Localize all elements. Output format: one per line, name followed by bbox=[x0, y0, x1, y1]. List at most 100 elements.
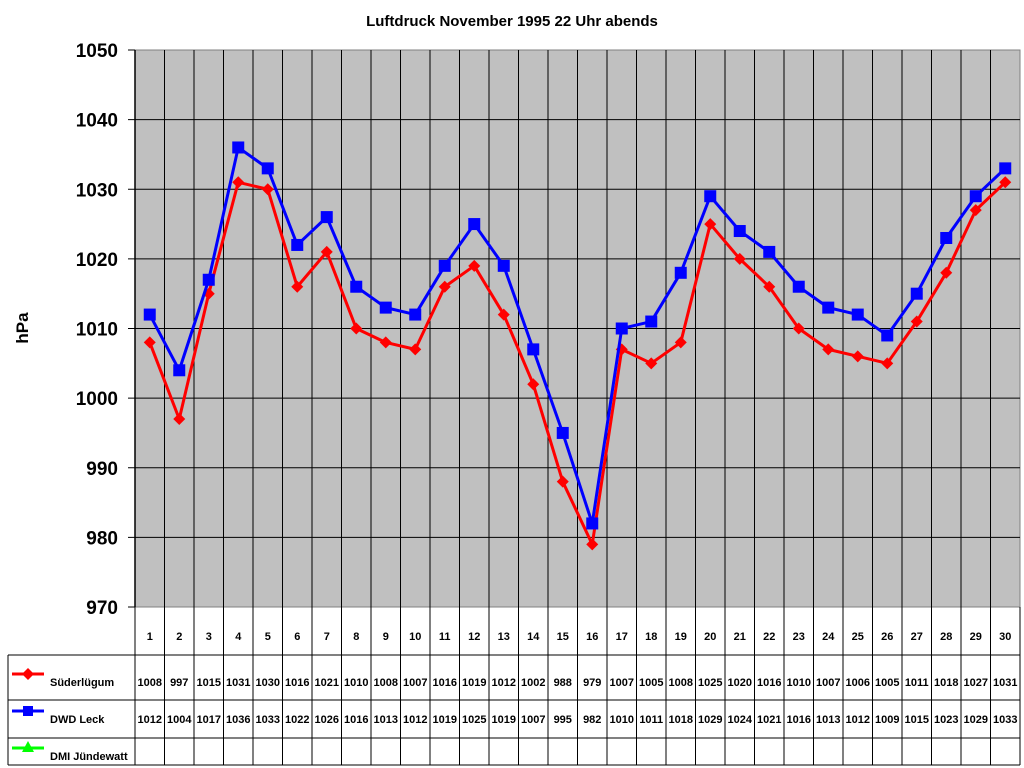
diamond-marker bbox=[733, 252, 746, 265]
table-cell-value: 1033 bbox=[993, 714, 1017, 726]
square-marker bbox=[527, 343, 540, 356]
x-category-label: 10 bbox=[409, 631, 421, 643]
diamond-marker bbox=[763, 280, 776, 293]
table-cell-value: 1007 bbox=[521, 714, 545, 726]
diamond-marker bbox=[851, 350, 864, 363]
square-marker bbox=[940, 231, 953, 244]
square-marker bbox=[586, 517, 599, 530]
square-marker bbox=[674, 266, 687, 279]
diamond-marker bbox=[409, 343, 422, 356]
chart-title: Luftdruck November 1995 22 Uhr abends bbox=[366, 13, 658, 30]
diamond-marker bbox=[910, 315, 923, 328]
table-cell-value: 1030 bbox=[256, 677, 280, 689]
x-category-label: 6 bbox=[294, 631, 300, 643]
table-cell-value: 1007 bbox=[403, 677, 427, 689]
diamond-marker bbox=[792, 322, 805, 335]
square-marker bbox=[261, 162, 274, 175]
square-marker bbox=[556, 426, 569, 439]
x-category-label: 28 bbox=[940, 631, 952, 643]
diamond-marker bbox=[940, 266, 953, 279]
table-cell-value: 1019 bbox=[492, 714, 516, 726]
diamond-marker bbox=[232, 176, 245, 189]
square-marker bbox=[645, 315, 658, 328]
table-cell-value: 1012 bbox=[492, 677, 516, 689]
table-cell-value: 1004 bbox=[167, 714, 192, 726]
x-category-label: 26 bbox=[881, 631, 893, 643]
table-cell-value: 1013 bbox=[374, 714, 398, 726]
x-category-label: 20 bbox=[704, 631, 716, 643]
table-cell-value: 1006 bbox=[846, 677, 870, 689]
diamond-marker bbox=[143, 336, 156, 349]
legend-label: DWD Leck bbox=[50, 714, 105, 726]
y-tick-label: 1000 bbox=[76, 389, 118, 410]
diamond-marker bbox=[468, 259, 481, 272]
table-cell-value: 1019 bbox=[433, 714, 457, 726]
x-category-label: 8 bbox=[353, 631, 359, 643]
series-line bbox=[148, 180, 1007, 546]
square-marker bbox=[733, 225, 746, 238]
y-tick-label: 1040 bbox=[76, 111, 118, 132]
table-cell-value: 1016 bbox=[757, 677, 781, 689]
x-category-label: 18 bbox=[645, 631, 657, 643]
diamond-marker bbox=[556, 475, 569, 488]
diamond-marker bbox=[320, 245, 333, 258]
legend-label: Süderlügum bbox=[50, 677, 114, 689]
x-category-label: 3 bbox=[206, 631, 212, 643]
diamond-marker bbox=[881, 357, 894, 370]
table-cell-value: 1010 bbox=[610, 714, 634, 726]
table-cell-value: 1023 bbox=[934, 714, 958, 726]
diamond-marker bbox=[261, 183, 274, 196]
table-cell-value: 1015 bbox=[197, 677, 221, 689]
y-tick-label: 1010 bbox=[76, 320, 118, 341]
x-category-label: 15 bbox=[557, 631, 569, 643]
diamond-icon bbox=[22, 668, 34, 680]
table-cell-value: 1021 bbox=[757, 714, 781, 726]
x-category-label: 12 bbox=[468, 631, 480, 643]
table-cell-value: 979 bbox=[583, 677, 601, 689]
y-axis: 970 980 990 1000 1010 1020 1030 1040 1050 bbox=[76, 41, 136, 619]
x-category-label: 25 bbox=[852, 631, 864, 643]
table-cell-value: 1013 bbox=[816, 714, 840, 726]
square-marker bbox=[704, 190, 717, 203]
table-cell-value: 1017 bbox=[197, 714, 221, 726]
x-category-label: 1 bbox=[147, 631, 153, 643]
square-marker bbox=[881, 329, 894, 342]
x-category-label: 29 bbox=[970, 631, 982, 643]
table-cell-value: 1010 bbox=[344, 677, 368, 689]
diamond-marker bbox=[438, 280, 451, 293]
table-cell-value: 1026 bbox=[315, 714, 339, 726]
square-marker bbox=[350, 280, 363, 293]
diamond-marker bbox=[822, 343, 835, 356]
table-cell-value: 1011 bbox=[639, 714, 663, 726]
y-tick-label: 980 bbox=[86, 528, 118, 549]
table-cell-value: 1015 bbox=[905, 714, 929, 726]
series-layer bbox=[143, 141, 1012, 551]
diamond-marker bbox=[586, 538, 599, 551]
square-marker bbox=[822, 301, 835, 314]
x-category-label: 30 bbox=[999, 631, 1011, 643]
diamond-marker bbox=[674, 336, 687, 349]
table-cell-value: 1002 bbox=[521, 677, 545, 689]
y-tick-label: 1050 bbox=[76, 41, 118, 62]
diamond-marker bbox=[704, 218, 717, 231]
table-cell-value: 1008 bbox=[374, 677, 398, 689]
diamond-marker bbox=[173, 413, 186, 426]
square-marker bbox=[497, 259, 510, 272]
table-cell-value: 1009 bbox=[875, 714, 899, 726]
square-marker bbox=[379, 301, 392, 314]
square-marker bbox=[615, 322, 628, 335]
table-cell-value: 1008 bbox=[138, 677, 162, 689]
square-marker bbox=[202, 273, 215, 286]
y-tick-label: 970 bbox=[86, 598, 118, 619]
table-cell-value: 1018 bbox=[669, 714, 693, 726]
diamond-marker bbox=[645, 357, 658, 370]
table-cell-value: 1016 bbox=[344, 714, 368, 726]
x-category-label: 23 bbox=[793, 631, 805, 643]
table-cell-value: 1031 bbox=[226, 677, 250, 689]
diamond-marker bbox=[999, 176, 1012, 189]
x-category-label: 16 bbox=[586, 631, 598, 643]
table-cell-value: 1031 bbox=[993, 677, 1017, 689]
table-cell-value: 1021 bbox=[315, 677, 339, 689]
x-category-label: 9 bbox=[383, 631, 389, 643]
square-marker bbox=[999, 162, 1012, 175]
